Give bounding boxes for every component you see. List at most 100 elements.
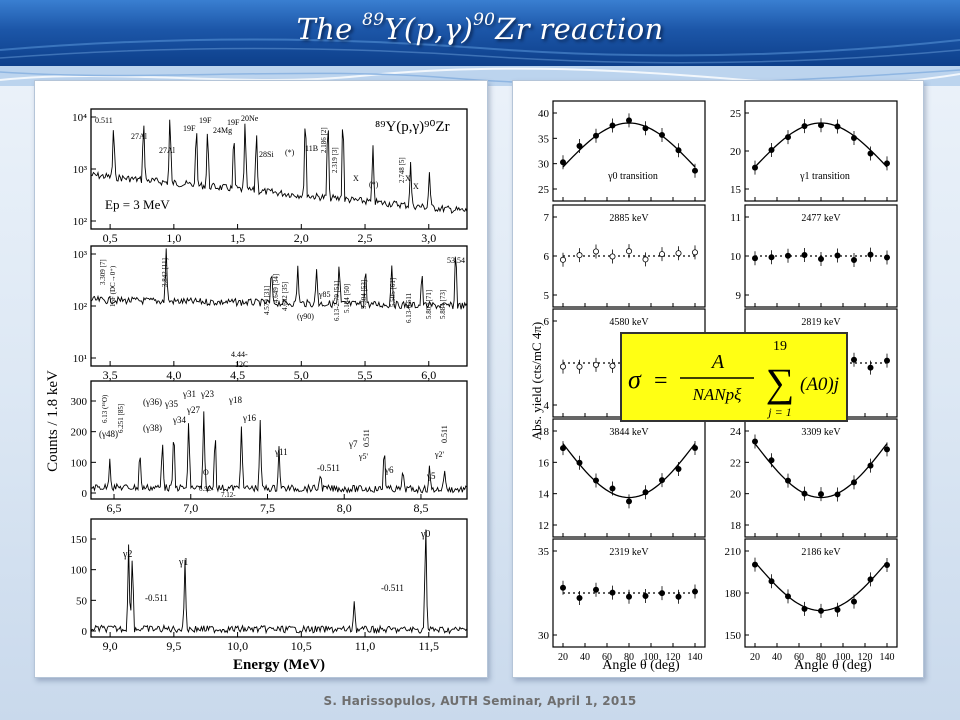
x-tick-label: 140: [688, 652, 703, 663]
data-point: [675, 593, 682, 600]
data-point: [834, 252, 841, 259]
data-point: [768, 146, 775, 153]
peak-label: 12C: [235, 360, 248, 369]
y-tick-label: 22: [730, 457, 741, 469]
data-point: [576, 363, 583, 370]
data-point: [560, 256, 567, 263]
data-point: [751, 164, 758, 171]
y-tick-label: 50: [76, 595, 88, 607]
y-tick-label: 15: [730, 184, 742, 196]
y-tick-label: 6: [544, 251, 550, 263]
data-point: [801, 252, 808, 259]
data-point: [560, 584, 567, 591]
panel-label: 3844 keV: [609, 427, 649, 438]
x-tick-label: 60: [602, 652, 612, 663]
peak-label: 27Al: [159, 146, 176, 155]
footer-citation: S. Harissopulos, AUTH Seminar, April 1, …: [323, 694, 637, 708]
peak-label: 19F: [199, 116, 212, 125]
peak-label: 11B: [305, 144, 318, 153]
data-point: [609, 253, 616, 260]
peak-label: 19F: [183, 124, 196, 133]
data-point: [560, 363, 567, 370]
y-tick-label: 10²: [73, 301, 88, 313]
x-tick-label: 5,0: [294, 368, 309, 382]
x-tick-label: 80: [816, 652, 826, 663]
y-tick-label: 10³: [73, 249, 88, 261]
y-tick-label: 25: [538, 184, 550, 196]
peak-label: 2.186 [2]: [320, 127, 328, 153]
peak-label: γ7: [348, 439, 358, 449]
x-tick-label: 10,5: [291, 639, 312, 653]
data-point: [626, 498, 633, 505]
peak-label: γ5': [358, 452, 369, 461]
y-tick-label: 10⁴: [72, 112, 87, 124]
data-point: [658, 251, 665, 258]
peak-label: 27Al: [131, 132, 148, 141]
data-point: [626, 117, 633, 124]
data-point: [691, 588, 698, 595]
x-tick-label: 5,5: [358, 368, 373, 382]
angular-distribution-plot: 25 30 35 40 γ0 transition 15 20 25 γ1 transition…: [529, 100, 898, 673]
peak-label: 4.579 [31]: [263, 286, 271, 315]
beam-energy-label: Ep = 3 MeV: [105, 197, 170, 212]
data-point: [850, 598, 857, 605]
data-point: [609, 362, 616, 369]
peak-label: 0.511: [440, 425, 449, 443]
y-tick-label: 100: [71, 565, 88, 577]
y-tick-label: 10²: [73, 216, 88, 228]
peak-label: 3.309 [7]: [99, 259, 107, 285]
peak-label: 6.13 (¹⁶O): [101, 394, 109, 423]
y-tick-label: 200: [71, 427, 88, 439]
data-point: [658, 590, 665, 597]
spectrum-trace: [90, 248, 468, 310]
data-point: [593, 248, 600, 255]
x-tick-label: 9,5: [166, 639, 181, 653]
x-tick-label: 3,0: [421, 231, 436, 245]
equals-sign: =: [654, 368, 668, 394]
panel-label: 4580 keV: [609, 317, 649, 328]
x-tick-label: 6,0: [421, 368, 436, 382]
data-point: [576, 459, 583, 466]
data-point: [883, 357, 890, 364]
peak-label: 4.682 [35]: [281, 282, 289, 311]
panel-label: 2319 keV: [609, 547, 649, 558]
peak-label: 2.748 [5]: [398, 157, 406, 183]
panel-label: 2819 keV: [801, 317, 841, 328]
formula-graphic: σ = A NANpξ 19 ∑ j = 1 (A0)j: [628, 339, 839, 419]
x-tick-label: 4,0: [166, 368, 181, 382]
y-tick-label: 10¹: [73, 353, 87, 365]
peak-label: 2.319 [3]: [331, 147, 339, 173]
data-point: [768, 254, 775, 261]
peak-label: 0.511: [95, 116, 113, 125]
data-point: [784, 477, 791, 484]
x-tick-label: 11,5: [418, 639, 439, 653]
data-point: [850, 479, 857, 486]
peak-label: γ1: [178, 557, 188, 568]
data-point: [784, 134, 791, 141]
spectrum3-frame: [90, 380, 468, 500]
peak-label: (γ48): [99, 429, 118, 439]
data-point: [751, 255, 758, 262]
peak-label: 24Mg: [213, 126, 232, 135]
panel-label: 2477 keV: [801, 213, 841, 224]
peak-label: 6.13-0.511: [405, 292, 413, 323]
x-tick-label: 9,0: [103, 639, 118, 653]
spectrum-trace: [90, 119, 468, 214]
data-point: [801, 123, 808, 130]
peak-label: γ35: [164, 399, 178, 409]
peak-label: 6.92-: [199, 485, 214, 493]
x-tick-label: 4,5: [230, 368, 245, 382]
y-tick-label: 0: [82, 626, 88, 638]
peak-label: (γ38): [143, 423, 162, 433]
angdist-frame: [744, 100, 898, 202]
data-point: [642, 593, 649, 600]
y-tick-label: 11: [730, 212, 741, 224]
data-point: [691, 167, 698, 174]
data-point: [626, 593, 633, 600]
fit-curve: [562, 122, 696, 168]
y-tick-label: 14: [538, 489, 550, 501]
data-point: [834, 123, 841, 130]
y-tick-label: 10³: [73, 164, 88, 176]
y-tick-label: 180: [725, 588, 742, 600]
x-tick-label: 20: [750, 652, 760, 663]
